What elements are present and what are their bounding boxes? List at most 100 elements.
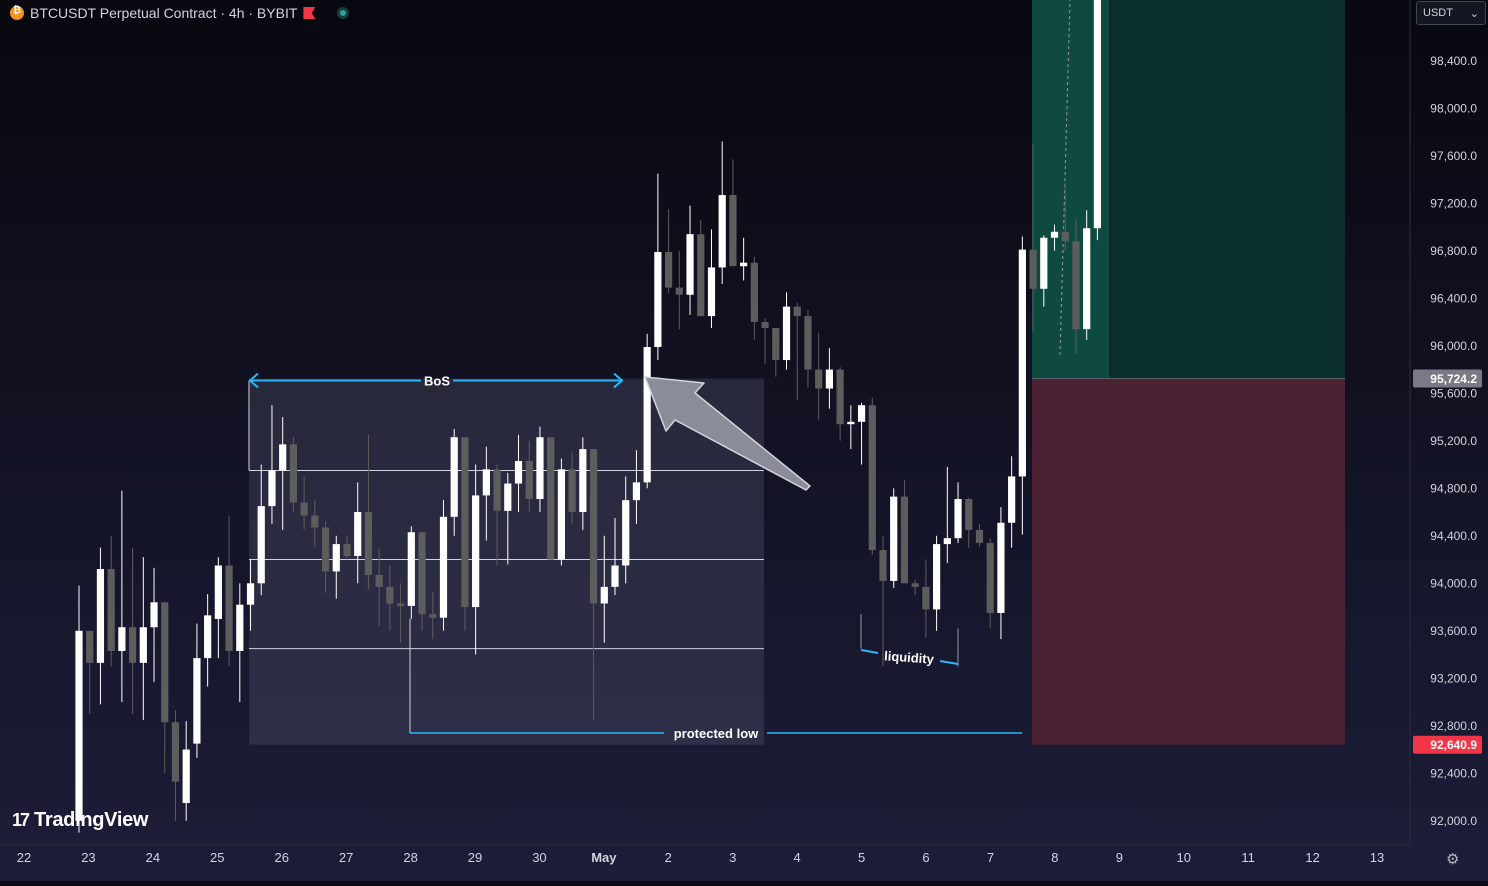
candle[interactable] — [761, 318, 769, 364]
candle[interactable] — [879, 535, 887, 667]
candle[interactable] — [439, 500, 448, 631]
candle[interactable] — [686, 205, 694, 315]
candle[interactable] — [911, 579, 919, 596]
candle[interactable] — [193, 623, 201, 758]
candle[interactable] — [1029, 143, 1037, 332]
candle[interactable] — [311, 500, 319, 548]
candle[interactable] — [343, 535, 351, 560]
candle[interactable] — [364, 434, 373, 590]
candle[interactable] — [836, 367, 844, 441]
candle[interactable] — [675, 250, 683, 330]
candle[interactable] — [279, 417, 287, 530]
candle[interactable] — [182, 721, 190, 821]
settings-icon[interactable]: ⚙ — [1446, 851, 1460, 868]
candle[interactable] — [718, 141, 726, 285]
candle[interactable] — [793, 303, 801, 401]
candle[interactable] — [589, 449, 598, 720]
candle[interactable] — [933, 535, 941, 631]
candle[interactable] — [472, 464, 480, 655]
candle[interactable] — [1083, 210, 1091, 340]
candle[interactable] — [246, 559, 255, 631]
candle[interactable] — [1061, 183, 1069, 251]
candle[interactable] — [525, 440, 533, 513]
candle[interactable] — [632, 450, 641, 524]
candle[interactable] — [418, 532, 426, 631]
candle[interactable] — [622, 476, 630, 584]
candle[interactable] — [804, 310, 812, 388]
candle[interactable] — [975, 523, 984, 547]
candle[interactable] — [740, 237, 748, 281]
candle[interactable] — [461, 437, 469, 631]
candle[interactable] — [847, 405, 855, 450]
candle[interactable] — [772, 327, 780, 377]
candle[interactable] — [493, 464, 501, 566]
candle[interactable] — [986, 538, 994, 629]
candle[interactable] — [729, 159, 737, 267]
candle[interactable] — [1040, 235, 1048, 307]
candle[interactable] — [868, 398, 876, 555]
candle[interactable] — [429, 591, 437, 640]
candle[interactable] — [954, 482, 962, 543]
candle[interactable] — [118, 490, 126, 703]
candle[interactable] — [943, 466, 951, 564]
candle[interactable] — [161, 602, 169, 774]
candle[interactable] — [321, 521, 330, 593]
candle[interactable] — [1018, 236, 1026, 535]
candle[interactable] — [1093, 0, 1101, 241]
candle[interactable] — [900, 479, 909, 584]
candle[interactable] — [654, 173, 662, 361]
candle[interactable] — [332, 535, 340, 599]
candle[interactable] — [611, 517, 619, 596]
candle[interactable] — [268, 405, 276, 524]
candle[interactable] — [857, 402, 866, 465]
candle[interactable] — [697, 219, 705, 317]
candle[interactable] — [236, 583, 244, 703]
candle[interactable] — [375, 548, 383, 627]
candle[interactable] — [547, 437, 555, 560]
currency-selector[interactable]: USDT ⌄ — [1416, 1, 1486, 25]
candle[interactable] — [1008, 456, 1016, 548]
candle[interactable] — [922, 559, 930, 638]
candle[interactable] — [482, 446, 490, 541]
candle[interactable] — [965, 497, 973, 548]
candle[interactable] — [536, 426, 544, 513]
candle[interactable] — [514, 434, 523, 513]
candle[interactable] — [1072, 218, 1080, 355]
candle[interactable] — [665, 209, 673, 294]
candle[interactable] — [75, 585, 83, 833]
candle[interactable] — [600, 535, 608, 643]
candle[interactable] — [289, 437, 297, 513]
candle[interactable] — [214, 557, 222, 659]
candle[interactable] — [139, 557, 147, 720]
tradingview-logo[interactable]: 17 TradingView — [12, 809, 148, 832]
candle[interactable] — [204, 593, 212, 687]
candle[interactable] — [750, 256, 758, 340]
candle[interactable] — [504, 472, 512, 565]
candle[interactable] — [1050, 224, 1059, 251]
candle[interactable] — [890, 488, 898, 589]
candle[interactable] — [782, 292, 791, 370]
candle[interactable] — [579, 437, 587, 530]
candle[interactable] — [107, 535, 115, 667]
candle[interactable] — [86, 630, 94, 714]
candle[interactable] — [96, 547, 105, 705]
candle[interactable] — [815, 332, 823, 420]
candle[interactable] — [386, 565, 394, 631]
candle[interactable] — [450, 428, 458, 536]
flag-icon[interactable] — [303, 7, 316, 19]
candle[interactable] — [707, 229, 716, 328]
candle[interactable] — [171, 710, 180, 821]
candle[interactable] — [568, 452, 576, 524]
candle[interactable] — [825, 348, 833, 409]
candle[interactable] — [225, 515, 233, 667]
candle[interactable] — [257, 464, 265, 596]
candle[interactable] — [354, 482, 362, 584]
candle[interactable] — [300, 476, 308, 530]
market-status-icon[interactable] — [337, 7, 350, 19]
candle[interactable] — [643, 333, 651, 489]
candle[interactable] — [997, 507, 1005, 640]
candle[interactable] — [397, 583, 405, 643]
candle[interactable] — [557, 458, 565, 566]
